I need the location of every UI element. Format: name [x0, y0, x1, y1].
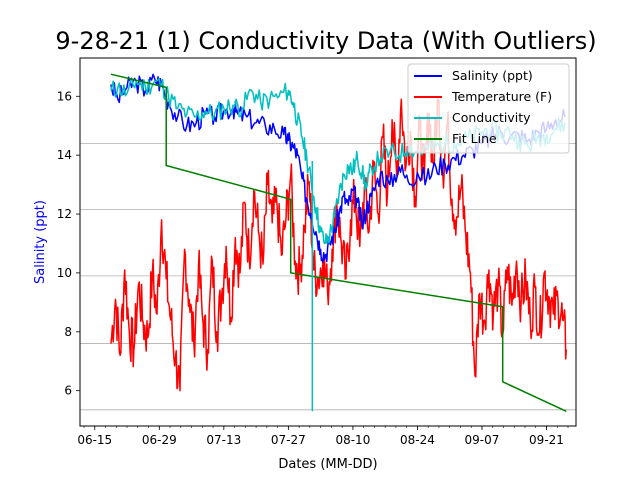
x-tick-label: 09-07: [465, 433, 500, 447]
x-tick-label: 08-10: [335, 433, 370, 447]
legend-label: Temperature (F): [451, 89, 552, 104]
y-axis-label: Salinity (ppt): [33, 200, 48, 284]
legend-label: Conductivity: [452, 110, 531, 125]
grid-lines: [80, 142, 576, 411]
y-tick-label: 6: [64, 384, 72, 398]
x-tick-label: 09-21: [529, 433, 564, 447]
legend-label: Salinity (ppt): [452, 68, 533, 83]
y-tick-label: 14: [57, 148, 72, 162]
x-tick-label: 07-27: [271, 433, 306, 447]
x-tick-label: 06-29: [142, 433, 177, 447]
plot-frame: [79, 57, 577, 427]
x-tick-label: 07-13: [206, 433, 241, 447]
y-tick-label: 12: [57, 207, 72, 221]
x-tick-label: 06-15: [77, 433, 112, 447]
y-tick-label: 8: [64, 325, 72, 339]
y-tick-label: 10: [57, 266, 72, 280]
legend-box: [407, 63, 570, 154]
y-tick-label: 16: [57, 89, 72, 103]
chart-title: 9-28-21 (1) Conductivity Data (With Outl…: [55, 27, 596, 55]
x-axis-ticks: 06-15 06-29 07-13 07-27 08-10 08-24 09-07 09-21: [77, 426, 569, 447]
legend: Salinity (ppt) Temperature (F) Conductivit…: [407, 63, 570, 154]
series-line: [110, 98, 568, 392]
x-axis-label: Dates (MM-DD): [278, 457, 377, 472]
legend-label: Fit Line: [452, 131, 497, 146]
series-line: [110, 73, 567, 412]
y-axis-ticks: 6 8 10 12 14 16: [57, 89, 80, 398]
x-tick-label: 08-24: [400, 433, 435, 447]
